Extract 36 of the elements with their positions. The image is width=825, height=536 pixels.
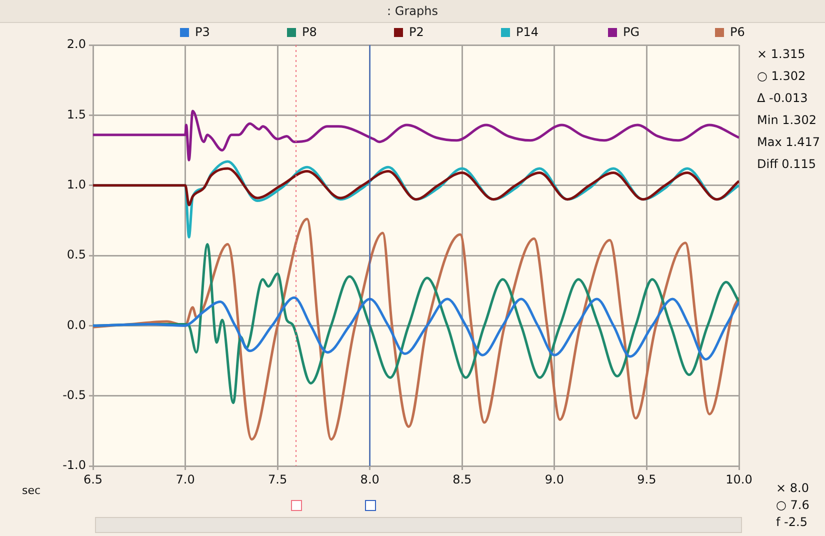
- y-tick-label: -0.5: [62, 388, 86, 402]
- text: ○ 7.6: [776, 498, 810, 512]
- x-tick-label: 9.0: [544, 472, 564, 486]
- line-series: [93, 218, 739, 441]
- x-axis-title: sec: [22, 484, 41, 497]
- y-tick-label: -1.0: [62, 458, 86, 472]
- line-series: [93, 110, 739, 162]
- line-series: [93, 167, 739, 206]
- x-tick-label: 7.5: [268, 472, 288, 486]
- text: Δ -0.013: [757, 91, 808, 105]
- legend-label: PG: [623, 25, 640, 39]
- x-tick-label: 10.0: [726, 472, 752, 486]
- text: × 8.0: [776, 481, 809, 495]
- y-tick-label: 1.5: [66, 107, 86, 122]
- text: Min 1.302: [757, 113, 816, 127]
- y-tick-label: 0.0: [66, 318, 86, 332]
- legend-label: P3: [195, 25, 210, 39]
- y-tick-label: 0.5: [66, 248, 86, 262]
- x-tick-label: 9.5: [637, 472, 656, 486]
- legend-label: P14: [516, 25, 539, 39]
- x-tick-label: 8.5: [452, 472, 472, 486]
- y-tick-label: 1.0: [66, 177, 86, 192]
- y-tick-label: 2.0: [66, 37, 86, 52]
- x-tick-label: 7.0: [176, 472, 195, 486]
- text: f -2.5: [776, 515, 808, 529]
- x-tick-label: 6.5: [83, 472, 103, 486]
- line-series: [93, 296, 739, 361]
- text: Max 1.417: [757, 135, 820, 149]
- legend-label: P6: [730, 25, 745, 39]
- text: × 1.315: [757, 47, 806, 61]
- text: Diff 0.115: [757, 157, 816, 171]
- x-tick-label: 8.0: [360, 472, 380, 486]
- text: ○ 1.302: [757, 69, 806, 83]
- legend-label: P8: [302, 25, 317, 39]
- chart-title: : Graphs: [0, 0, 825, 23]
- legend-label: P2: [409, 25, 424, 39]
